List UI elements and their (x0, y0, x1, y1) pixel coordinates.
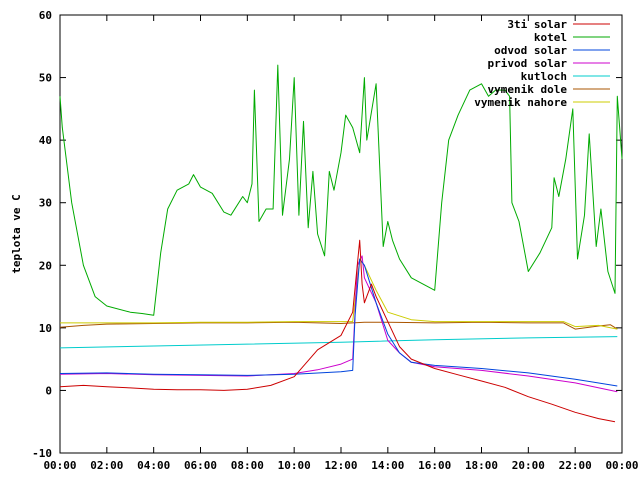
y-tick-label: 20 (39, 259, 52, 272)
x-tick-label: 02:00 (90, 459, 123, 472)
legend-label-3ti-solar: 3ti solar (507, 18, 567, 31)
x-tick-label: 10:00 (278, 459, 311, 472)
y-axis-label: teplota ve C (10, 194, 23, 273)
series-line-kotel (59, 64, 623, 316)
x-tick-label: 00:00 (43, 459, 76, 472)
series-lines (59, 64, 623, 423)
y-tick-label: 50 (39, 72, 52, 85)
x-tick-label: 18:00 (465, 459, 498, 472)
y-tick-label: 60 (39, 9, 52, 22)
y-tick-label: 10 (39, 322, 52, 335)
series-line-odvod-solar (59, 258, 618, 387)
x-tick-label: 22:00 (559, 459, 592, 472)
y-tick-label: -10 (32, 447, 52, 460)
series-line-privod-solar (59, 255, 618, 393)
x-tick-label: 16:00 (418, 459, 451, 472)
x-tick-label: 20:00 (512, 459, 545, 472)
x-tick-label: 08:00 (231, 459, 264, 472)
x-tick-label: 04:00 (137, 459, 170, 472)
legend-label-privod-solar: privod solar (488, 57, 568, 70)
series-line-vymenik-nahore (60, 258, 618, 330)
x-tick-label: 06:00 (184, 459, 217, 472)
x-tick-label: 14:00 (371, 459, 404, 472)
legend-label-kotel: kotel (534, 31, 567, 44)
y-tick-label: 0 (45, 384, 52, 397)
legend-label-vymenik-dole: vymenik dole (488, 83, 568, 96)
x-tick-label: 00:00 (605, 459, 638, 472)
legend-label-kutloch: kutloch (521, 70, 567, 83)
series-line-kutloch (59, 336, 618, 349)
legend-label-vymenik-nahore: vymenik nahore (474, 96, 567, 109)
legend-label-odvod-solar: odvod solar (494, 44, 567, 57)
x-tick-label: 12:00 (324, 459, 357, 472)
series-line-vymenik-dole (59, 321, 618, 330)
axis-ticks: 00:00 02:00 04:00 06:00 08:00 10:00 12:00 14:00… (32, 9, 638, 472)
series-line-3ti-solar (59, 239, 616, 423)
y-tick-label: 30 (39, 197, 52, 210)
y-tick-label: 40 (39, 134, 52, 147)
